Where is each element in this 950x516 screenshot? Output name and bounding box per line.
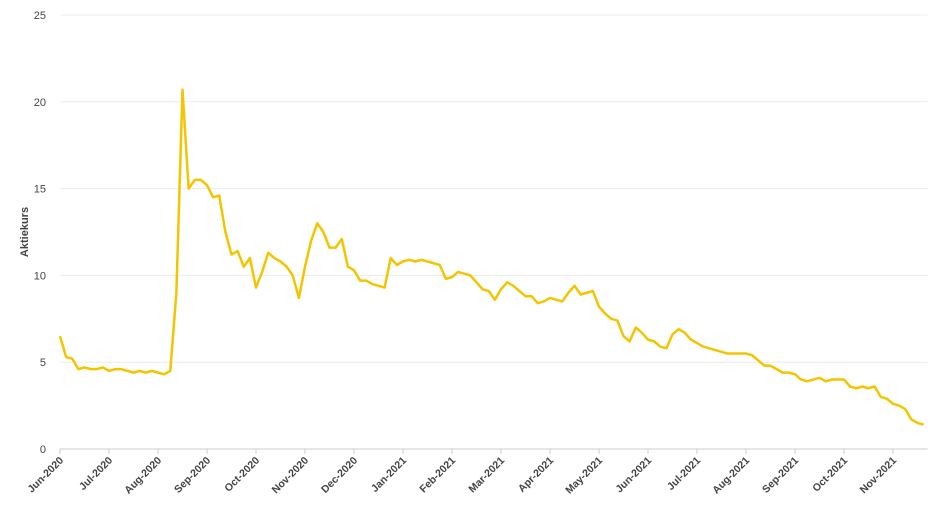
- x-tick-label: Sep-2021: [760, 455, 801, 496]
- x-tick-label: Aug-2020: [122, 455, 164, 497]
- x-tick-label: Oct-2021: [810, 455, 850, 495]
- y-tick-label: 20: [34, 97, 46, 109]
- x-tick-label: Jan-2021: [369, 455, 409, 495]
- x-tick-label: Dec-2020: [319, 455, 360, 496]
- x-tick-label: Jun-2020: [25, 455, 66, 496]
- x-tick-label: Apr-2021: [516, 455, 556, 495]
- price-line: [58, 88, 924, 426]
- x-tick-label: Nov-2020: [270, 455, 312, 497]
- y-tick-label: 25: [34, 10, 46, 22]
- y-tick-label: 10: [34, 270, 46, 282]
- y-tick-label: 15: [34, 184, 46, 196]
- x-tick-label: Nov-2021: [858, 455, 900, 497]
- x-tick-label: Feb-2021: [417, 455, 458, 496]
- x-tick-label: Sep-2020: [172, 455, 213, 496]
- x-tick-label: Jun-2021: [613, 455, 654, 496]
- x-tick-label: May-2021: [563, 455, 605, 497]
- x-tick-label: Jul-2021: [665, 455, 703, 493]
- x-tick-label: Jul-2020: [77, 455, 115, 493]
- x-tick-label: Mar-2021: [466, 455, 507, 496]
- x-tick-label: Aug-2021: [710, 455, 752, 497]
- y-tick-label: 5: [40, 357, 46, 369]
- x-tick-label: Oct-2020: [222, 455, 262, 495]
- y-tick-label: 0: [40, 444, 46, 456]
- y-axis-label: Aktiekurs: [19, 207, 31, 257]
